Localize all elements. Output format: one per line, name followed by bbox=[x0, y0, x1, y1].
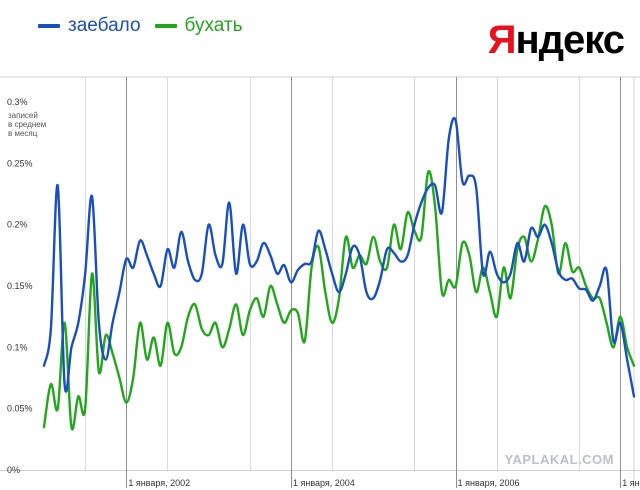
yandex-logo-first-letter: Я bbox=[487, 18, 517, 62]
x-tick-label: 1 января, 2006 bbox=[458, 478, 520, 488]
legend-swatch-zaebalo bbox=[38, 24, 60, 28]
legend: заебало бухать bbox=[38, 12, 243, 40]
series-lines bbox=[42, 116, 636, 431]
legend-item-buhat: бухать bbox=[154, 15, 243, 37]
y-axis-label-line: записей bbox=[8, 111, 38, 120]
y-tick-label: 0.25% bbox=[7, 158, 33, 168]
legend-label-buhat: бухать bbox=[184, 15, 243, 36]
y-axis-label-line: в среднем bbox=[8, 120, 46, 129]
y-axis: 0% 0.05% 0.1% 0.15% 0.2% 0.25% 0.3% bbox=[7, 97, 33, 475]
y-tick-label: 0.2% bbox=[7, 220, 28, 230]
x-tick-label: 1 января, 2008 bbox=[622, 478, 640, 488]
series-line-zaebalo bbox=[42, 116, 636, 398]
y-tick-label: 0.15% bbox=[7, 281, 33, 291]
x-tick-label: 1 января, 2002 bbox=[128, 478, 190, 488]
legend-label-zaebalo: заебало bbox=[68, 15, 141, 36]
legend-swatch-buhat bbox=[154, 24, 177, 28]
legend-item-zaebalo: заебало bbox=[38, 15, 141, 37]
series-line-buhat bbox=[42, 169, 636, 431]
watermark: YAPLAKAL.COM bbox=[504, 452, 614, 467]
y-axis-label-line: в месяц bbox=[8, 129, 38, 138]
y-tick-label: 0% bbox=[7, 465, 20, 475]
yandex-logo-rest: ндекс bbox=[515, 18, 625, 62]
y-tick-label: 0.3% bbox=[7, 97, 28, 107]
y-tick-label: 0.05% bbox=[7, 404, 33, 414]
y-tick-label: 0.1% bbox=[7, 342, 28, 352]
x-tick-label: 1 января, 2004 bbox=[293, 478, 355, 488]
x-axis: 1 января, 2002 1 января, 2004 1 января, 20… bbox=[128, 478, 640, 488]
